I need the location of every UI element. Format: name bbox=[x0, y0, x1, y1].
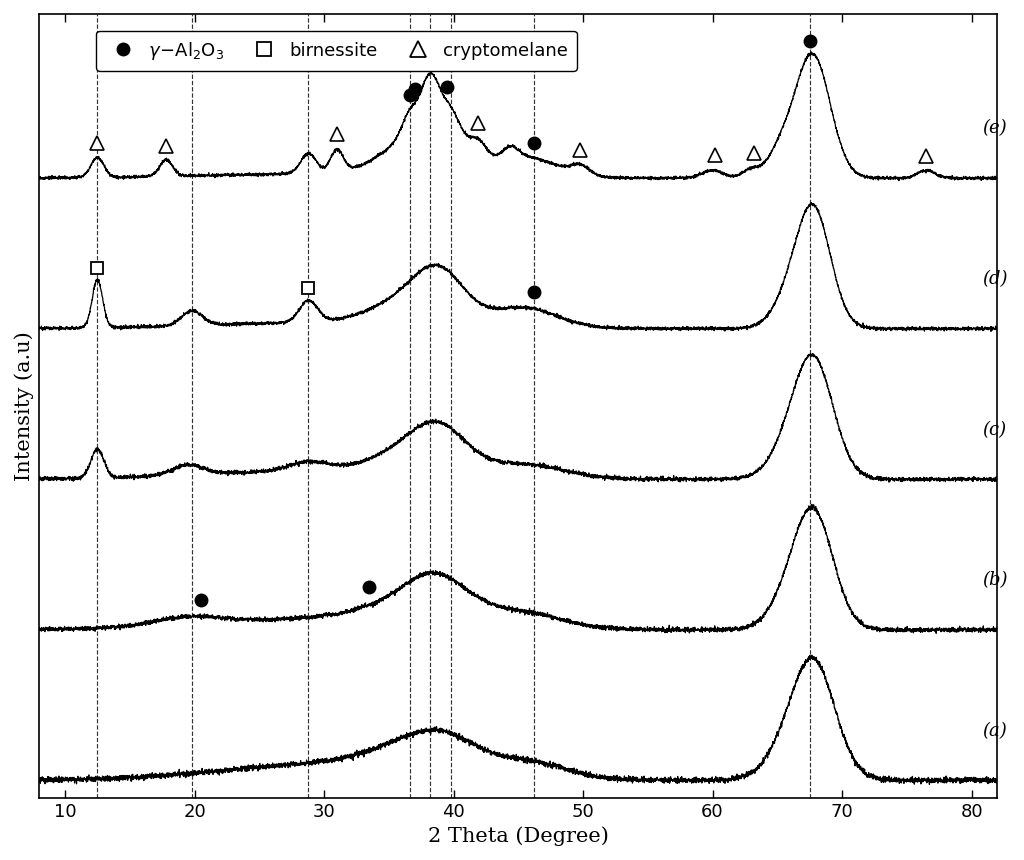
X-axis label: 2 Theta (Degree): 2 Theta (Degree) bbox=[428, 826, 608, 846]
Text: (e): (e) bbox=[982, 120, 1007, 138]
Y-axis label: Intensity (a.u): Intensity (a.u) bbox=[14, 331, 34, 481]
Text: (c): (c) bbox=[982, 421, 1006, 439]
Text: (d): (d) bbox=[982, 270, 1008, 288]
Text: (b): (b) bbox=[982, 572, 1008, 590]
Text: (a): (a) bbox=[982, 722, 1007, 740]
Legend: $\gamma\!-\!\mathrm{Al_2O_3}$, birnessite, cryptomelane: $\gamma\!-\!\mathrm{Al_2O_3}$, birnessit… bbox=[96, 31, 577, 71]
